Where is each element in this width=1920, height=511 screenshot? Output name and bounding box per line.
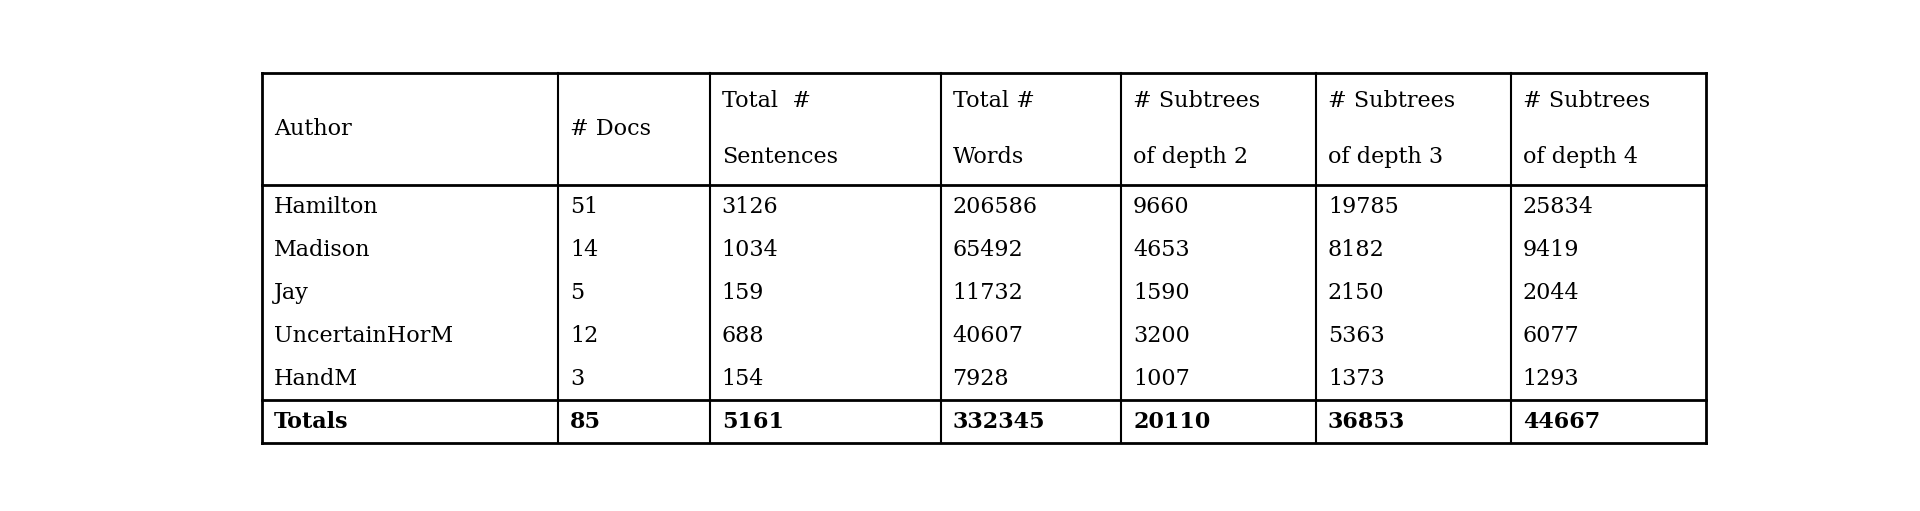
Text: # Subtrees: # Subtrees (1133, 90, 1260, 112)
Text: # Subtrees: # Subtrees (1329, 90, 1455, 112)
Text: HandM: HandM (275, 367, 359, 389)
Text: 1007: 1007 (1133, 367, 1190, 389)
Text: # Docs: # Docs (570, 118, 651, 140)
Text: Madison: Madison (275, 239, 371, 261)
Text: 9419: 9419 (1523, 239, 1580, 261)
Text: 7928: 7928 (952, 367, 1010, 389)
Text: of depth 3: of depth 3 (1329, 146, 1444, 168)
Text: 14: 14 (570, 239, 599, 261)
Text: 6077: 6077 (1523, 324, 1580, 346)
Text: Totals: Totals (275, 410, 349, 432)
Text: 1293: 1293 (1523, 367, 1580, 389)
Text: 11732: 11732 (952, 282, 1023, 304)
Text: 5363: 5363 (1329, 324, 1384, 346)
Text: Sentences: Sentences (722, 146, 837, 168)
Text: Words: Words (952, 146, 1023, 168)
Text: 85: 85 (570, 410, 601, 432)
Text: 4653: 4653 (1133, 239, 1190, 261)
Text: 3: 3 (570, 367, 584, 389)
Text: 36853: 36853 (1329, 410, 1405, 432)
Text: 159: 159 (722, 282, 764, 304)
Text: 3126: 3126 (722, 196, 778, 218)
Text: 1034: 1034 (722, 239, 778, 261)
Text: Total  #: Total # (722, 90, 810, 112)
Text: 20110: 20110 (1133, 410, 1210, 432)
Text: 206586: 206586 (952, 196, 1037, 218)
Text: 65492: 65492 (952, 239, 1023, 261)
Text: Total #: Total # (952, 90, 1035, 112)
Text: UncertainHorM: UncertainHorM (275, 324, 453, 346)
Text: 2150: 2150 (1329, 282, 1384, 304)
Text: 5: 5 (570, 282, 584, 304)
Text: Author: Author (275, 118, 351, 140)
Text: 9660: 9660 (1133, 196, 1190, 218)
Text: 1590: 1590 (1133, 282, 1190, 304)
Text: 5161: 5161 (722, 410, 783, 432)
Text: 44667: 44667 (1523, 410, 1599, 432)
Text: 25834: 25834 (1523, 196, 1594, 218)
Text: Jay: Jay (275, 282, 309, 304)
Text: 19785: 19785 (1329, 196, 1398, 218)
Text: 2044: 2044 (1523, 282, 1580, 304)
Text: 1373: 1373 (1329, 367, 1384, 389)
Text: Hamilton: Hamilton (275, 196, 378, 218)
Text: 688: 688 (722, 324, 764, 346)
Text: # Subtrees: # Subtrees (1523, 90, 1649, 112)
Text: 332345: 332345 (952, 410, 1044, 432)
Text: 12: 12 (570, 324, 599, 346)
Text: 8182: 8182 (1329, 239, 1384, 261)
Text: 3200: 3200 (1133, 324, 1190, 346)
Text: 154: 154 (722, 367, 764, 389)
Text: of depth 4: of depth 4 (1523, 146, 1638, 168)
Text: 51: 51 (570, 196, 599, 218)
Text: 40607: 40607 (952, 324, 1023, 346)
Text: of depth 2: of depth 2 (1133, 146, 1248, 168)
